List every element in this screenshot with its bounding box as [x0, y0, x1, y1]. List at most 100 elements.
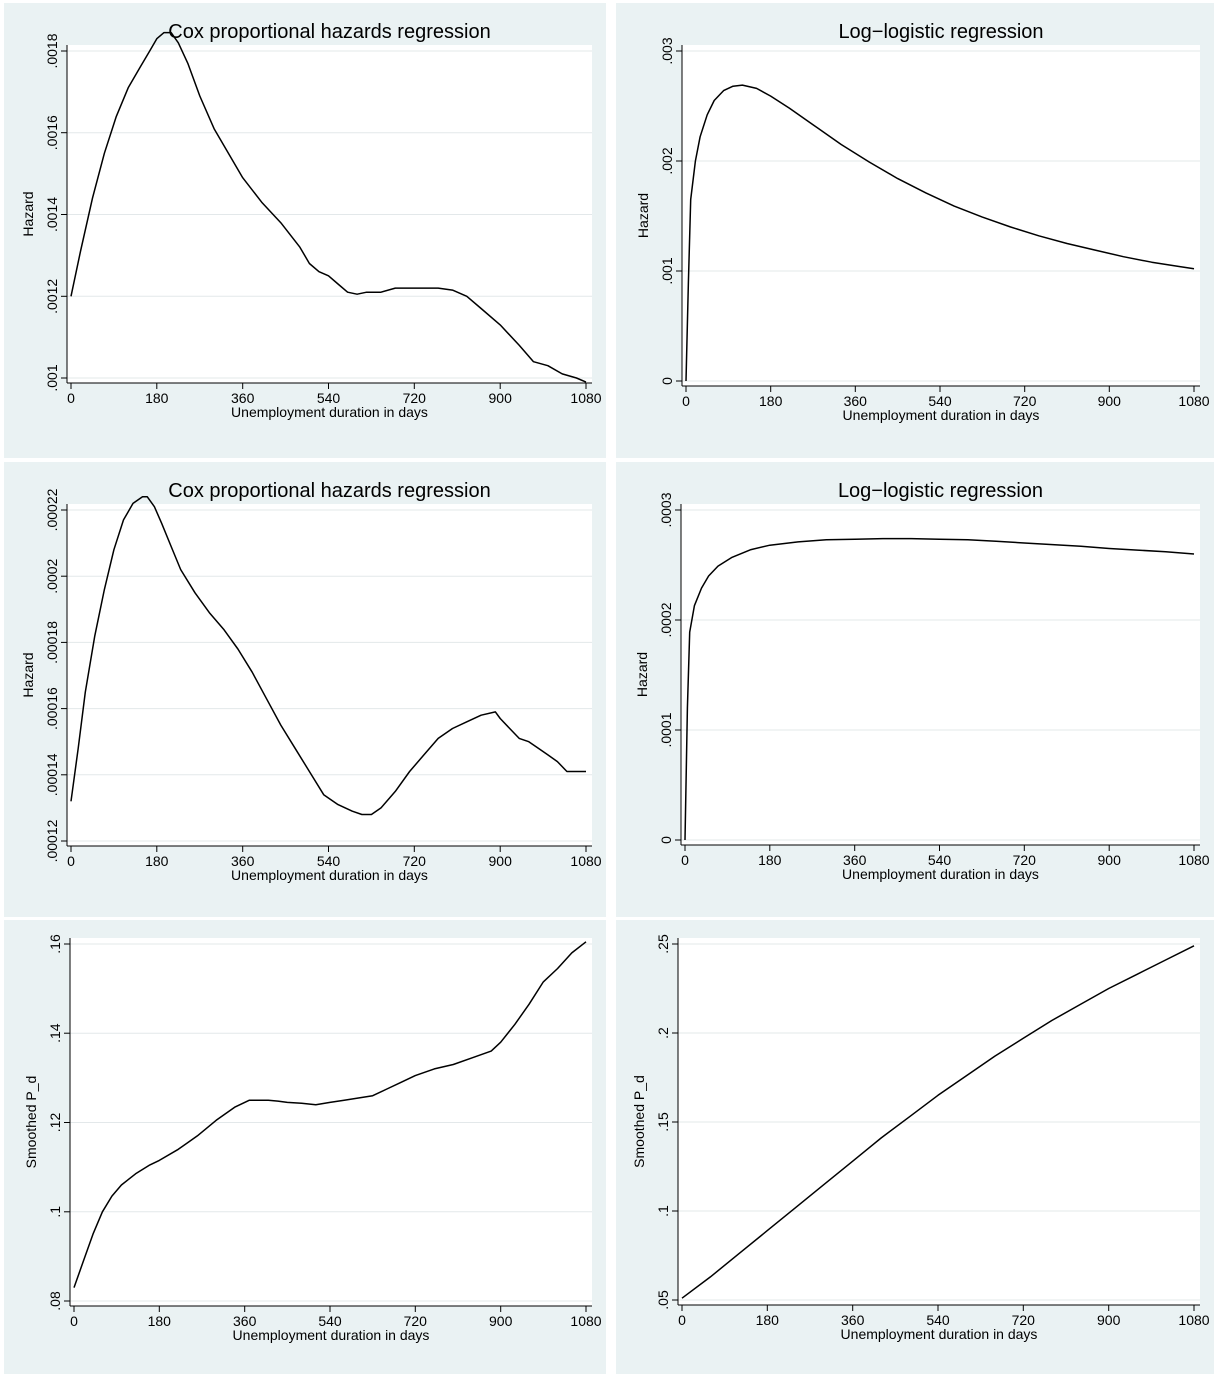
x-tick-label: 1080	[570, 853, 601, 869]
y-axis-title: Hazard	[20, 652, 36, 697]
y-tick-label: .001	[44, 364, 60, 391]
x-tick-label: 900	[489, 390, 513, 406]
y-tick-label: .08	[47, 1291, 63, 1311]
y-axis-title: Smoothed P_d	[23, 1076, 39, 1169]
x-tick-label: 0	[681, 852, 689, 868]
y-tick-label: .0002	[44, 558, 60, 593]
x-tick-label: 900	[489, 1313, 513, 1329]
x-tick-label: 540	[317, 390, 341, 406]
x-tick-label: 720	[403, 390, 427, 406]
y-tick-label: .25	[655, 934, 671, 954]
series-line	[70, 496, 586, 816]
x-tick-label: 180	[759, 393, 783, 409]
chart-panel-loglogistic-hazard-top: 0 .001 .002 .003 0 180 360 540 720 900 1080 Unemplo…	[616, 3, 1214, 458]
series-line	[70, 31, 587, 383]
x-axis-title: Unemployment duration in days	[842, 866, 1039, 882]
x-tick-label: 720	[1012, 1312, 1036, 1328]
y-tick-label: .003	[659, 37, 675, 64]
x-tick-label: 720	[1013, 852, 1037, 868]
y-tick-label: .00014	[44, 753, 60, 796]
y-tick-label: .00012	[44, 819, 60, 862]
y-tick-label: .1	[47, 1206, 63, 1218]
y-tick-label: .00022	[44, 488, 60, 531]
chart-cox-hazard-top: .001 .0012 .0014 .0016 .0018 0 180 360 540 720 900…	[20, 21, 602, 420]
plot-area	[682, 45, 1200, 386]
y-tick-label: .0003	[658, 492, 674, 527]
series-line	[685, 84, 1195, 382]
y-tick-label: .05	[655, 1290, 671, 1310]
x-tick-label: 360	[231, 853, 255, 869]
y-tick-label: .15	[655, 1112, 671, 1132]
x-tick-label: 1080	[570, 390, 601, 406]
x-tick-label: 720	[404, 1313, 428, 1329]
chart-cox-hazard-middle: .00012 .00014 .00016 .00018 .0002 .00022 0 180 3…	[20, 480, 602, 883]
chart-title: Log−logistic regression	[838, 480, 1043, 502]
x-tick-label: 0	[70, 1313, 78, 1329]
x-tick-label: 360	[844, 393, 868, 409]
series-line	[684, 537, 1195, 841]
y-tick-label: .1	[655, 1205, 671, 1217]
chart-loglogistic-smoothed-pd: .05 .1 .15 .2 .25 0 180 360 540 720 900 1080 Unemplo…	[631, 934, 1210, 1342]
y-tick-label: .00016	[44, 687, 60, 730]
x-tick-label: 540	[928, 852, 952, 868]
chart-panel-cox-hazard-middle: .00012 .00014 .00016 .00018 .0002 .00022 0 180 3…	[4, 462, 606, 917]
x-tick-label: 0	[682, 393, 690, 409]
y-tick-label: .12	[47, 1113, 63, 1133]
y-tick-label: .0012	[44, 279, 60, 314]
plot-area	[681, 504, 1200, 845]
chart-title: Cox proportional hazards regression	[168, 21, 490, 43]
y-tick-label: .002	[659, 147, 675, 174]
x-tick-label: 0	[67, 853, 75, 869]
x-tick-label: 900	[489, 853, 513, 869]
x-tick-label: 540	[926, 1312, 950, 1328]
x-tick-label: 540	[317, 853, 341, 869]
x-tick-label: 1080	[1178, 393, 1209, 409]
x-tick-label: 360	[231, 390, 255, 406]
chart-loglogistic-hazard-middle: 0 .0001 .0002 .0003 0 180 360 540 720 900 1080 Unem…	[634, 480, 1210, 882]
x-tick-label: 1080	[1178, 852, 1209, 868]
x-tick-label: 540	[928, 393, 952, 409]
y-tick-label: .00018	[44, 621, 60, 664]
x-axis-title: Unemployment duration in days	[233, 1327, 430, 1343]
x-tick-label: 900	[1098, 393, 1122, 409]
y-tick-label: .0018	[44, 33, 60, 68]
y-tick-label: 0	[658, 836, 674, 844]
y-tick-label: .2	[655, 1027, 671, 1039]
x-tick-label: 360	[233, 1313, 257, 1329]
x-axis-title: Unemployment duration in days	[231, 867, 428, 883]
series-line	[73, 941, 587, 1288]
x-tick-label: 900	[1098, 852, 1122, 868]
x-tick-label: 0	[678, 1312, 686, 1328]
y-tick-label: .0001	[658, 712, 674, 747]
x-tick-label: 720	[1013, 393, 1037, 409]
x-axis-title: Unemployment duration in days	[231, 404, 428, 420]
chart-panel-loglogistic-hazard-middle: 0 .0001 .0002 .0003 0 180 360 540 720 900 1080 Unem…	[616, 462, 1214, 917]
chart-loglogistic-hazard-top: 0 .001 .002 .003 0 180 360 540 720 900 1080 Unemplo…	[635, 21, 1210, 423]
y-tick-label: 0	[659, 377, 675, 385]
y-tick-label: .14	[47, 1023, 63, 1043]
chart-cox-smoothed-pd: .08 .1 .12 .14 .16 0 180 360 540 720 900 1080 Unempl…	[23, 934, 602, 1343]
x-tick-label: 1080	[1178, 1312, 1209, 1328]
y-axis-title: Hazard	[635, 193, 651, 238]
x-tick-label: 180	[756, 1312, 780, 1328]
chart-title: Cox proportional hazards regression	[168, 480, 490, 502]
y-tick-label: .0002	[658, 602, 674, 637]
x-axis-title: Unemployment duration in days	[843, 407, 1040, 423]
x-tick-label: 180	[145, 853, 169, 869]
x-tick-label: 180	[148, 1313, 172, 1329]
x-tick-label: 1080	[570, 1313, 601, 1329]
y-axis-title: Hazard	[20, 191, 36, 236]
x-tick-label: 360	[841, 1312, 865, 1328]
x-tick-label: 180	[758, 852, 782, 868]
x-tick-label: 540	[318, 1313, 342, 1329]
chart-panel-cox-smoothed-pd: .08 .1 .12 .14 .16 0 180 360 540 720 900 1080 Unempl…	[4, 920, 606, 1374]
x-axis-title: Unemployment duration in days	[841, 1326, 1038, 1342]
x-tick-label: 360	[843, 852, 867, 868]
chart-panel-cox-hazard-top: .001 .0012 .0014 .0016 .0018 0 180 360 540 720 900…	[4, 3, 606, 458]
plot-area	[67, 504, 592, 846]
y-tick-label: .0014	[44, 197, 60, 232]
series-line	[681, 945, 1195, 1299]
x-tick-label: 900	[1097, 1312, 1121, 1328]
y-tick-label: .0016	[44, 115, 60, 150]
y-tick-label: .16	[47, 934, 63, 954]
